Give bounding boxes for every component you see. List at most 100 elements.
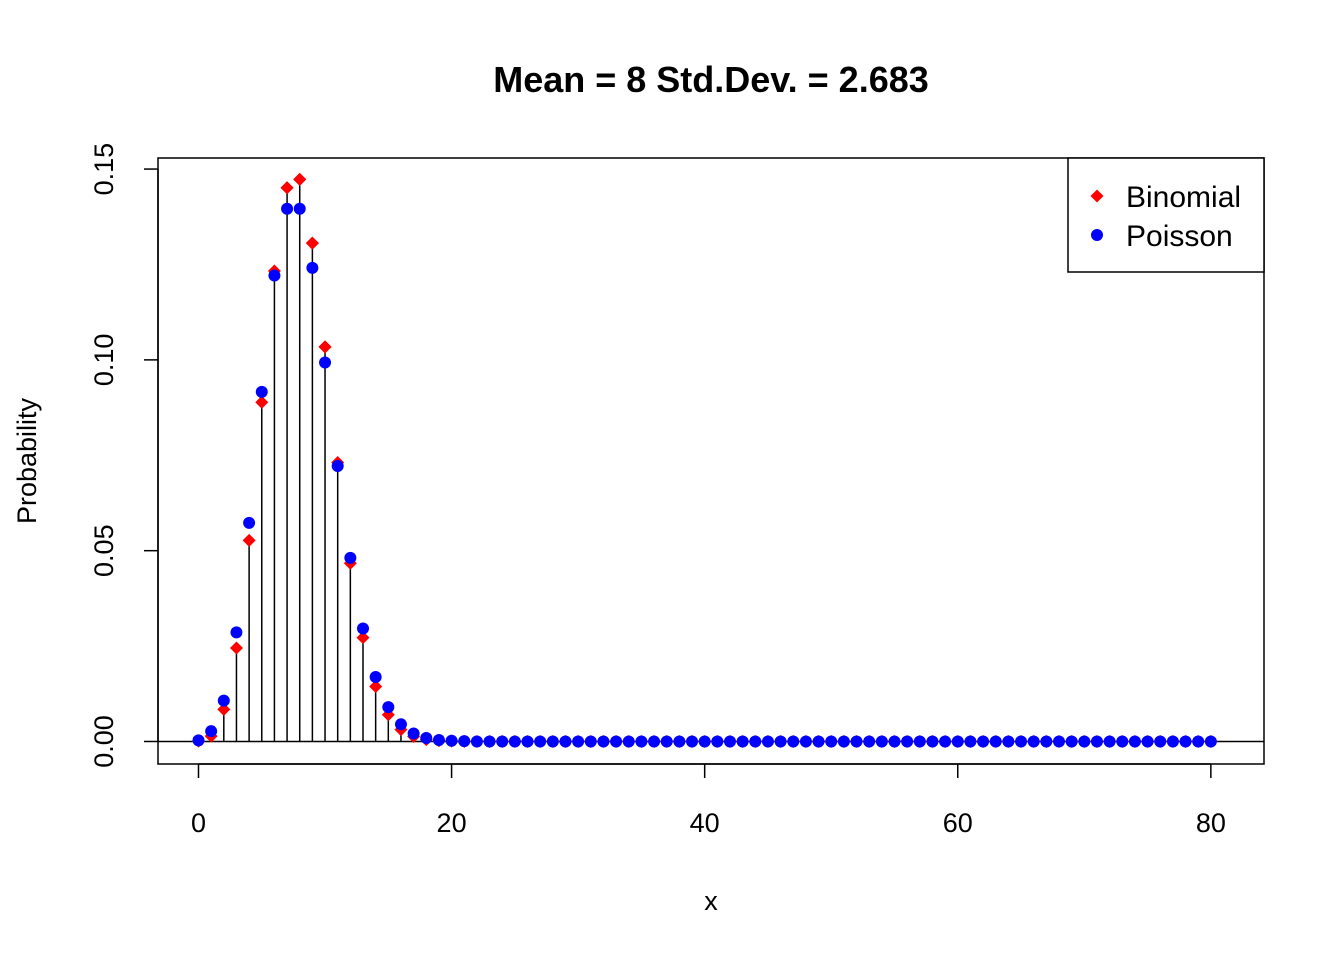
- x-axis: 0 20 40 60 80: [191, 763, 1226, 838]
- poisson-point: [635, 735, 648, 748]
- poisson-point: [1166, 735, 1179, 748]
- y-tick-label: 0.05: [89, 524, 119, 577]
- poisson-point: [711, 735, 724, 748]
- poisson-point: [306, 261, 319, 274]
- y-axis-label: Probability: [12, 397, 42, 524]
- poisson-point: [1027, 735, 1040, 748]
- legend: Binomial Poisson: [1067, 157, 1265, 273]
- poisson-point: [648, 735, 661, 748]
- poisson-point: [610, 735, 623, 748]
- binomial-point: [293, 172, 307, 186]
- poisson-point: [217, 694, 230, 707]
- poisson-point: [1154, 735, 1167, 748]
- poisson-point: [622, 735, 635, 748]
- x-tick-label: 60: [943, 808, 973, 838]
- x-tick-label: 40: [690, 808, 720, 838]
- poisson-point: [812, 735, 825, 748]
- poisson-point: [799, 735, 812, 748]
- poisson-point: [584, 735, 597, 748]
- poisson-point: [686, 735, 699, 748]
- poisson-point: [1052, 735, 1065, 748]
- poisson-point: [736, 735, 749, 748]
- poisson-point: [1065, 735, 1078, 748]
- poisson-point: [1040, 735, 1053, 748]
- poisson-point: [281, 202, 294, 215]
- poisson-point: [837, 735, 850, 748]
- poisson-point: [926, 735, 939, 748]
- poisson-point: [521, 735, 534, 748]
- poisson-point: [432, 733, 445, 746]
- poisson-point: [470, 735, 483, 748]
- poisson-point: [357, 622, 370, 635]
- poisson-point: [597, 735, 610, 748]
- y-tick-label: 0.10: [89, 334, 119, 387]
- y-tick-label: 0.15: [89, 143, 119, 196]
- x-tick-label: 0: [191, 808, 206, 838]
- poisson-point: [888, 735, 901, 748]
- poisson-point: [293, 202, 306, 215]
- poisson-series: [192, 202, 1217, 748]
- poisson-point: [534, 735, 547, 748]
- poisson-point: [660, 735, 673, 748]
- poisson-point: [964, 735, 977, 748]
- poisson-point: [698, 735, 711, 748]
- binomial-point: [318, 340, 332, 354]
- poisson-point: [496, 735, 509, 748]
- poisson-point: [559, 735, 572, 748]
- binomial-point: [280, 181, 294, 195]
- poisson-point: [1128, 735, 1141, 748]
- poisson-point: [774, 735, 787, 748]
- stem-lines: [197, 179, 453, 742]
- poisson-point: [673, 735, 686, 748]
- poisson-point: [205, 725, 218, 738]
- poisson-point: [875, 735, 888, 748]
- y-axis: 0.00 0.05 0.10 0.15: [89, 143, 159, 768]
- binomial-point: [255, 395, 269, 409]
- poisson-point: [344, 551, 357, 564]
- binomial-series: [191, 172, 1218, 748]
- poisson-point: [723, 735, 736, 748]
- poisson-point: [319, 356, 332, 369]
- poisson-point: [572, 735, 585, 748]
- poisson-point: [1141, 735, 1154, 748]
- poisson-point: [255, 385, 268, 398]
- chart-title: Mean = 8 Std.Dev. = 2.683: [493, 59, 929, 100]
- poisson-point: [850, 735, 863, 748]
- poisson-point: [1015, 735, 1028, 748]
- poisson-point: [331, 459, 344, 472]
- poisson-point: [749, 735, 762, 748]
- legend-poisson-label: Poisson: [1126, 220, 1233, 253]
- poisson-point: [546, 735, 559, 748]
- poisson-point: [825, 735, 838, 748]
- poisson-point: [445, 734, 458, 747]
- legend-binomial-marker: [1090, 189, 1104, 203]
- poisson-point: [1103, 735, 1116, 748]
- poisson-point: [939, 735, 952, 748]
- binomial-point: [242, 533, 256, 547]
- poisson-point: [1179, 735, 1192, 748]
- binomial-point: [217, 702, 231, 716]
- poisson-point: [508, 735, 521, 748]
- poisson-point: [1192, 735, 1205, 748]
- poisson-point: [394, 718, 407, 731]
- binomial-point: [305, 236, 319, 250]
- poisson-point: [243, 516, 256, 529]
- binomial-point: [229, 641, 243, 655]
- poisson-point: [977, 735, 990, 748]
- poisson-point: [407, 727, 420, 740]
- poisson-point: [458, 735, 471, 748]
- poisson-point: [268, 269, 281, 282]
- poisson-point: [787, 735, 800, 748]
- poisson-point: [761, 735, 774, 748]
- x-tick-label: 20: [437, 808, 467, 838]
- poisson-point: [1204, 735, 1217, 748]
- poisson-point: [192, 734, 205, 747]
- poisson-point: [989, 735, 1002, 748]
- poisson-point: [420, 732, 433, 745]
- x-tick-label: 80: [1196, 808, 1226, 838]
- poisson-point: [1078, 735, 1091, 748]
- poisson-point: [951, 735, 964, 748]
- poisson-point: [863, 735, 876, 748]
- poisson-point: [369, 670, 382, 683]
